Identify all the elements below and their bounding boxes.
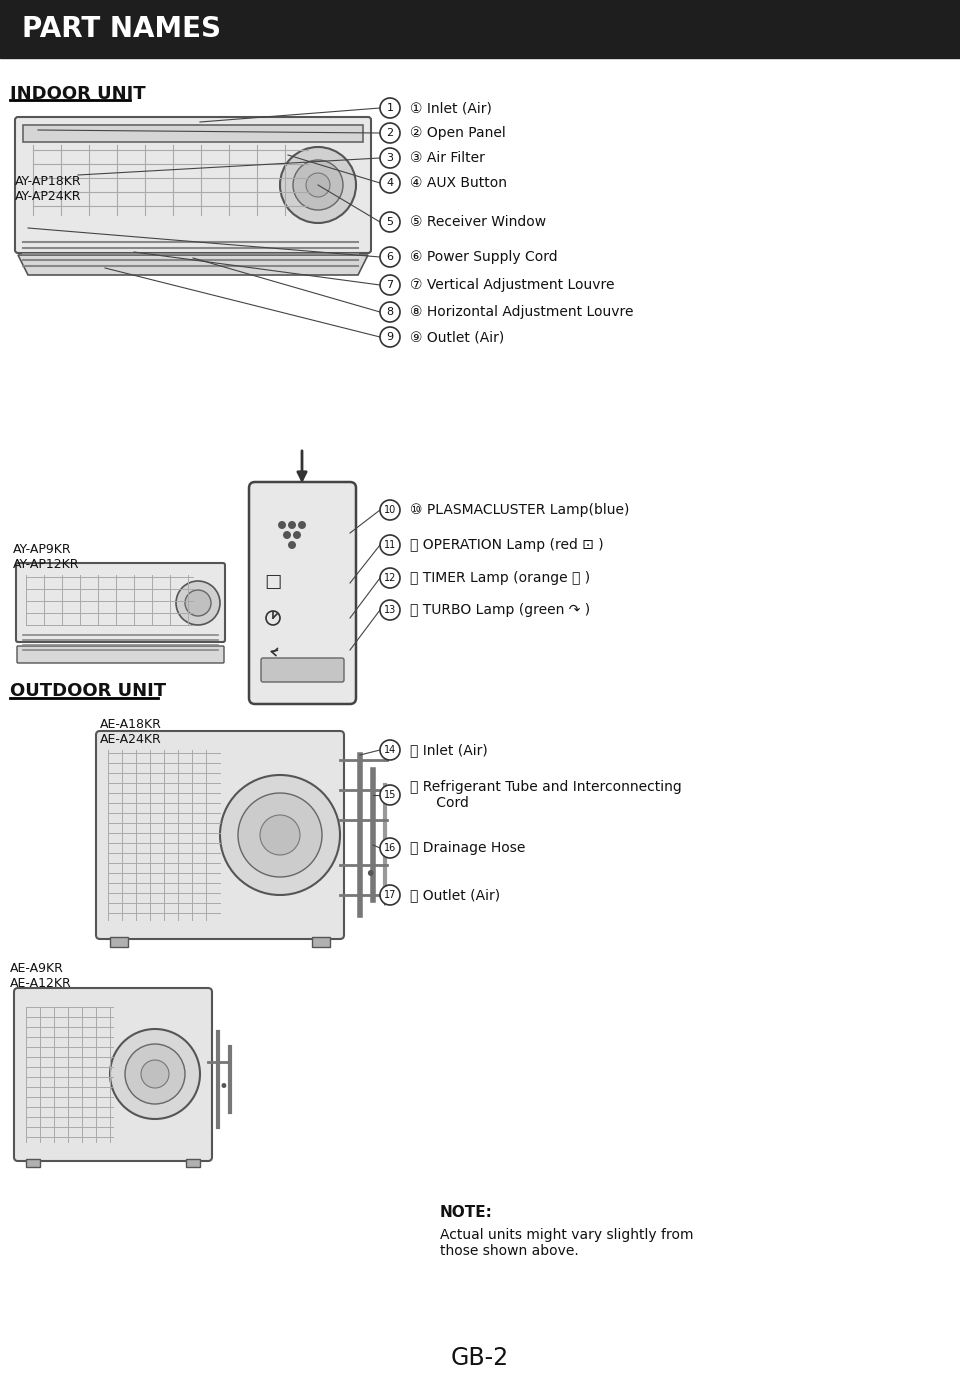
Text: 15: 15 bbox=[384, 791, 396, 800]
Text: 9: 9 bbox=[387, 332, 394, 341]
Circle shape bbox=[380, 211, 400, 232]
Circle shape bbox=[288, 521, 296, 529]
Text: •: • bbox=[364, 865, 375, 884]
Text: ⑯ Drainage Hose: ⑯ Drainage Hose bbox=[410, 842, 525, 855]
Text: ② Open Panel: ② Open Panel bbox=[410, 126, 506, 140]
Circle shape bbox=[298, 521, 306, 529]
Circle shape bbox=[260, 815, 300, 855]
Text: PART NAMES: PART NAMES bbox=[22, 15, 221, 43]
Circle shape bbox=[380, 247, 400, 267]
Polygon shape bbox=[23, 124, 363, 142]
Text: 4: 4 bbox=[387, 178, 394, 188]
Bar bbox=[26, 1159, 40, 1166]
Circle shape bbox=[278, 521, 286, 529]
Circle shape bbox=[380, 98, 400, 117]
FancyBboxPatch shape bbox=[14, 988, 212, 1161]
Circle shape bbox=[380, 837, 400, 858]
Text: ⑦ Vertical Adjustment Louvre: ⑦ Vertical Adjustment Louvre bbox=[410, 278, 614, 292]
Circle shape bbox=[380, 123, 400, 142]
Text: Actual units might vary slightly from
those shown above.: Actual units might vary slightly from th… bbox=[440, 1229, 693, 1258]
Text: 16: 16 bbox=[384, 843, 396, 853]
Circle shape bbox=[380, 328, 400, 347]
Circle shape bbox=[288, 540, 296, 549]
Text: 5: 5 bbox=[387, 217, 394, 227]
Text: ⑨ Outlet (Air): ⑨ Outlet (Air) bbox=[410, 330, 504, 344]
Circle shape bbox=[380, 500, 400, 520]
Circle shape bbox=[380, 535, 400, 556]
Text: 2: 2 bbox=[387, 129, 394, 138]
Text: 3: 3 bbox=[387, 153, 394, 163]
Text: ⑤ Receiver Window: ⑤ Receiver Window bbox=[410, 216, 546, 229]
Text: ① Inlet (Air): ① Inlet (Air) bbox=[410, 101, 492, 115]
Text: ⑬ TURBO Lamp (green ↷ ): ⑬ TURBO Lamp (green ↷ ) bbox=[410, 603, 590, 616]
Text: ⑩ PLASMACLUSTER Lamp(blue): ⑩ PLASMACLUSTER Lamp(blue) bbox=[410, 503, 630, 517]
Circle shape bbox=[306, 173, 330, 198]
Text: ⑥ Power Supply Cord: ⑥ Power Supply Cord bbox=[410, 250, 558, 264]
Text: GB-2: GB-2 bbox=[451, 1346, 509, 1370]
FancyBboxPatch shape bbox=[249, 482, 356, 703]
Text: INDOOR UNIT: INDOOR UNIT bbox=[10, 86, 146, 104]
Text: AY-AP18KR
AY-AP24KR: AY-AP18KR AY-AP24KR bbox=[15, 176, 82, 203]
Circle shape bbox=[283, 531, 291, 539]
Text: ⑫ TIMER Lamp (orange ⌛ ): ⑫ TIMER Lamp (orange ⌛ ) bbox=[410, 571, 590, 585]
FancyBboxPatch shape bbox=[96, 731, 344, 938]
Text: NOTE:: NOTE: bbox=[440, 1205, 492, 1220]
Text: 6: 6 bbox=[387, 252, 394, 263]
Bar bbox=[0, 0, 960, 58]
Text: 1: 1 bbox=[387, 104, 394, 113]
Circle shape bbox=[220, 775, 340, 896]
Circle shape bbox=[293, 160, 343, 210]
Text: 13: 13 bbox=[384, 605, 396, 615]
Text: AE-A9KR
AE-A12KR: AE-A9KR AE-A12KR bbox=[10, 962, 72, 990]
Text: 14: 14 bbox=[384, 745, 396, 755]
Text: ④ AUX Button: ④ AUX Button bbox=[410, 176, 507, 189]
FancyBboxPatch shape bbox=[261, 658, 344, 681]
Circle shape bbox=[185, 590, 211, 616]
Polygon shape bbox=[18, 256, 368, 275]
Circle shape bbox=[380, 884, 400, 905]
Circle shape bbox=[380, 739, 400, 760]
Text: 8: 8 bbox=[387, 307, 394, 316]
Text: ⑪ OPERATION Lamp (red ⊡ ): ⑪ OPERATION Lamp (red ⊡ ) bbox=[410, 538, 604, 551]
Text: OUTDOOR UNIT: OUTDOOR UNIT bbox=[10, 681, 166, 701]
Circle shape bbox=[293, 531, 301, 539]
Circle shape bbox=[110, 1030, 200, 1119]
Circle shape bbox=[380, 568, 400, 587]
Text: ⑮ Refrigerant Tube and Interconnecting
      Cord: ⑮ Refrigerant Tube and Interconnecting C… bbox=[410, 779, 682, 810]
Circle shape bbox=[380, 275, 400, 294]
Text: ⓐ Outlet (Air): ⓐ Outlet (Air) bbox=[410, 889, 500, 902]
FancyBboxPatch shape bbox=[15, 117, 371, 253]
Circle shape bbox=[141, 1060, 169, 1088]
Circle shape bbox=[125, 1043, 185, 1104]
Text: ☐: ☐ bbox=[264, 574, 281, 593]
Circle shape bbox=[380, 600, 400, 621]
Text: 10: 10 bbox=[384, 504, 396, 515]
Text: ③ Air Filter: ③ Air Filter bbox=[410, 151, 485, 164]
Circle shape bbox=[380, 303, 400, 322]
Bar bbox=[110, 937, 128, 947]
Bar bbox=[186, 1159, 200, 1166]
Circle shape bbox=[380, 173, 400, 193]
Circle shape bbox=[280, 146, 356, 223]
FancyBboxPatch shape bbox=[16, 562, 225, 643]
Circle shape bbox=[380, 785, 400, 804]
Text: 12: 12 bbox=[384, 574, 396, 583]
FancyBboxPatch shape bbox=[17, 645, 224, 663]
Text: ⑧ Horizontal Adjustment Louvre: ⑧ Horizontal Adjustment Louvre bbox=[410, 305, 634, 319]
Circle shape bbox=[176, 580, 220, 625]
Text: 7: 7 bbox=[387, 281, 394, 290]
Circle shape bbox=[380, 148, 400, 169]
Text: AY-AP9KR
AY-AP12KR: AY-AP9KR AY-AP12KR bbox=[13, 543, 80, 571]
Bar bbox=[312, 937, 330, 947]
Text: AE-A18KR
AE-A24KR: AE-A18KR AE-A24KR bbox=[100, 719, 162, 746]
Text: ⑭ Inlet (Air): ⑭ Inlet (Air) bbox=[410, 744, 488, 757]
Text: 17: 17 bbox=[384, 890, 396, 900]
Text: •: • bbox=[218, 1078, 228, 1096]
Circle shape bbox=[238, 793, 322, 878]
Text: 11: 11 bbox=[384, 540, 396, 550]
